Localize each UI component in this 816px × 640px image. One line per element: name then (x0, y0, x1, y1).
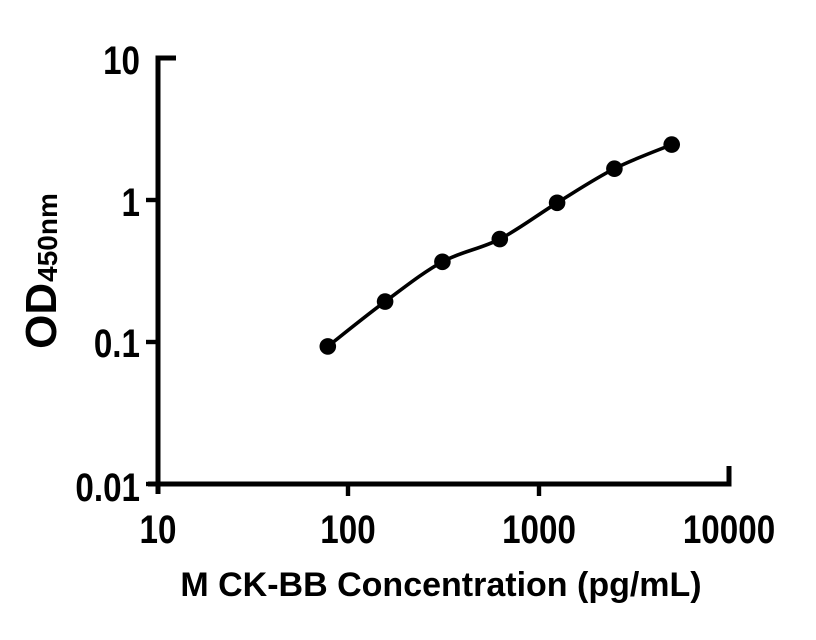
svg-text:M CK-BB Concentration (pg/mL): M CK-BB Concentration (pg/mL) (180, 566, 701, 604)
svg-text:1: 1 (122, 180, 140, 225)
svg-text:10: 10 (140, 507, 177, 552)
svg-text:OD450nm: OD450nm (17, 193, 66, 349)
svg-text:100: 100 (320, 507, 375, 552)
svg-text:10000: 10000 (683, 507, 775, 552)
svg-text:0.01: 0.01 (75, 465, 140, 510)
svg-text:1000: 1000 (502, 507, 576, 552)
svg-text:10: 10 (103, 38, 140, 83)
svg-text:0.1: 0.1 (94, 321, 140, 366)
